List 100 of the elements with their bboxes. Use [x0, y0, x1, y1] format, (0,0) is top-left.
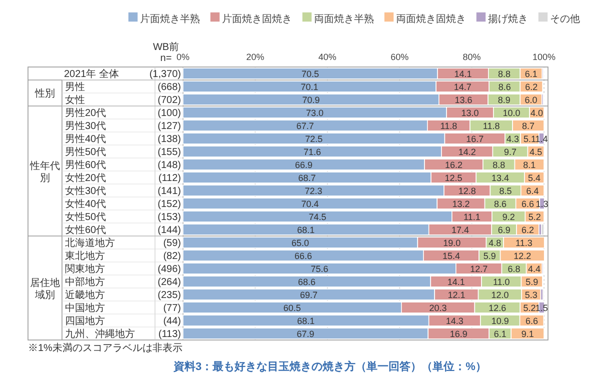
data-label: 5.2 — [528, 212, 541, 222]
data-label: 11.0 — [492, 276, 510, 287]
legend-label: 片面焼き半熟 — [140, 13, 200, 25]
text: (112) — [158, 173, 181, 184]
data-label: 8.7 — [522, 120, 535, 131]
legend-label: その他 — [550, 13, 580, 25]
text: (152) — [158, 199, 181, 210]
text: (141) — [158, 186, 181, 197]
data-label: 66.6 — [294, 250, 312, 261]
y-tick-label: 東北地方 — [65, 250, 105, 262]
data-label: 6.1 — [524, 68, 538, 79]
y-tick-label: 男性20代 — [65, 107, 106, 119]
y-tick-label: 女性40代 — [65, 198, 106, 210]
data-label: 8.6 — [498, 82, 511, 92]
data-label: 70.5 — [301, 68, 320, 79]
data-label: 4.3 — [506, 134, 520, 144]
y-tick-label: 近畿地方 — [65, 289, 105, 301]
text: ※1%未満のスコアラベルは非表示 — [28, 342, 182, 354]
text: (1,370) — [149, 69, 181, 80]
data-label: 74.5 — [308, 212, 326, 222]
text: (100) — [158, 108, 181, 119]
data-label: 11.8 — [440, 120, 458, 131]
legend-label: 片面焼き固焼き — [222, 13, 292, 25]
x-tick-label: 20% — [246, 52, 264, 62]
data-label: 14.2 — [458, 146, 476, 157]
text: (702) — [158, 95, 181, 106]
data-label: 72.5 — [305, 134, 323, 144]
text: 居住地域別 — [30, 277, 60, 301]
y-tick-label: 関東地方 — [65, 263, 105, 275]
y-tick-label: 中国地方 — [65, 302, 105, 314]
y-tick-label: 中部地方 — [65, 276, 105, 288]
data-label: 4.5 — [530, 146, 542, 157]
data-label: 12.5 — [444, 172, 462, 183]
data-label: 6.2 — [521, 224, 534, 235]
data-label: 19.0 — [443, 238, 461, 248]
data-label: 5.9 — [483, 250, 496, 261]
data-label: 6.8 — [508, 264, 520, 274]
data-label: 20.3 — [429, 302, 447, 313]
data-label: 13.0 — [461, 108, 479, 118]
data-label: 8.5 — [499, 186, 512, 196]
data-label: 1.5 — [535, 302, 548, 313]
x-tick-label: 0% — [176, 52, 190, 62]
data-label: 15.4 — [442, 250, 460, 261]
data-label: 9.1 — [521, 328, 534, 339]
text: (235) — [158, 290, 181, 301]
data-label: 16.2 — [444, 160, 463, 170]
text: (668) — [158, 82, 181, 93]
data-label: 8.9 — [498, 94, 510, 105]
data-label: 60.5 — [283, 302, 301, 313]
data-label: 12.8 — [458, 186, 476, 196]
data-label: 8.1 — [523, 160, 536, 170]
data-label: 6.1 — [494, 328, 506, 339]
data-label: 68.1 — [297, 316, 315, 326]
legend-label: 両面焼き半熟 — [314, 13, 374, 25]
data-label: 5.9 — [526, 276, 538, 287]
data-label: 12.1 — [448, 290, 466, 300]
data-label: 12.7 — [470, 264, 488, 274]
data-label: 71.6 — [303, 146, 322, 157]
data-label: 9.2 — [502, 212, 515, 222]
text: (496) — [158, 264, 181, 275]
text: (44) — [163, 316, 181, 327]
data-label: 5.4 — [528, 172, 541, 183]
data-label: 1.4 — [535, 134, 548, 144]
data-label: 11.8 — [482, 120, 500, 131]
text: (138) — [158, 134, 181, 145]
y-tick-label: 男性30代 — [65, 120, 106, 132]
data-label: 70.1 — [300, 82, 318, 92]
text: 性年代別 — [29, 160, 60, 184]
data-label: 5.1 — [523, 134, 536, 144]
data-label: 10.9 — [491, 316, 509, 326]
data-label: 65.0 — [292, 238, 310, 248]
data-label: 5.2 — [523, 302, 536, 313]
text: (148) — [158, 160, 181, 171]
y-tick-label: 女性30代 — [65, 185, 106, 197]
data-label: 67.7 — [296, 120, 314, 131]
data-label: 6.9 — [498, 224, 510, 235]
data-label: 75.6 — [310, 264, 328, 274]
y-tick-label: 四国地方 — [65, 315, 105, 327]
data-label: 13.6 — [454, 94, 472, 105]
text: 性別 — [34, 88, 55, 100]
data-label: 6.2 — [525, 82, 538, 92]
data-label: 73.0 — [306, 108, 324, 118]
text: (77) — [163, 303, 181, 314]
y-tick-label: 女性 — [65, 94, 85, 106]
data-label: 9.7 — [504, 146, 517, 157]
legend-label: 両面焼き固焼き — [396, 13, 466, 25]
data-label: 67.9 — [296, 328, 314, 339]
x-tick-label: 60% — [390, 52, 409, 62]
text: WB前 — [152, 41, 180, 53]
data-label: 14.1 — [447, 276, 465, 287]
x-tick-label: 80% — [462, 52, 481, 62]
y-tick-label: 2021年 全体 — [64, 68, 120, 80]
data-label: 11.1 — [464, 212, 480, 222]
data-label: 70.9 — [302, 94, 320, 105]
data-label: 4.8 — [488, 238, 502, 248]
data-label: 68.6 — [298, 276, 316, 287]
data-label: 12.2 — [514, 250, 532, 261]
legend-label: 揚げ焼き — [488, 13, 528, 25]
y-tick-label: 女性20代 — [65, 172, 106, 184]
y-tick-label: 男性50代 — [65, 146, 106, 158]
